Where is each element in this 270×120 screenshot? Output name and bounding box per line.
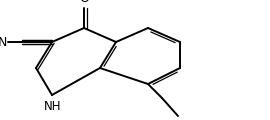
- Text: O: O: [79, 0, 89, 5]
- Text: NH: NH: [44, 100, 62, 113]
- Text: N: N: [0, 36, 7, 48]
